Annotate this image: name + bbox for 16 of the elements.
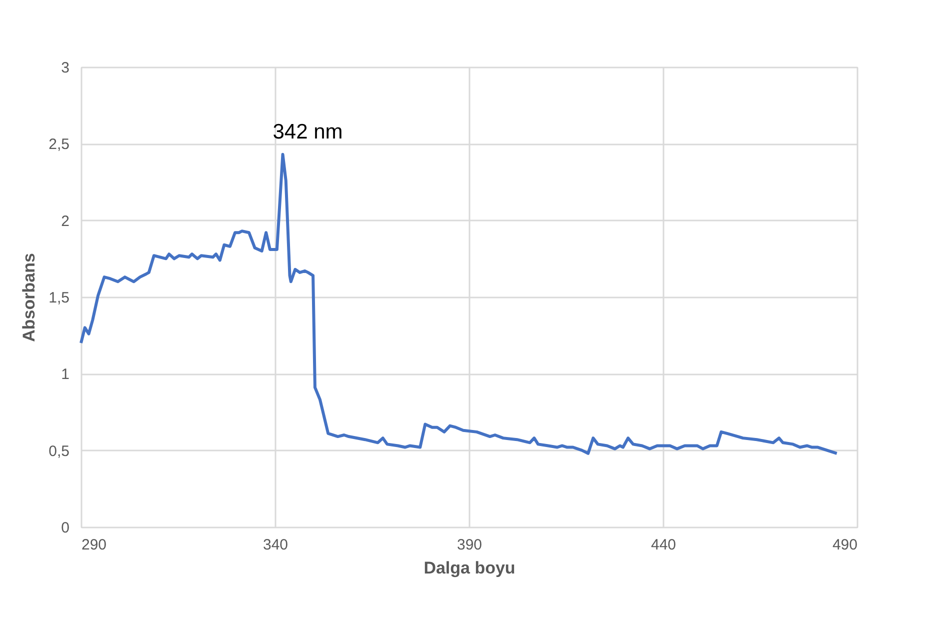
x-tick-label: 440	[650, 536, 676, 554]
y-tick-label: 1,5	[48, 290, 70, 306]
x-tick-label: 290	[82, 536, 107, 554]
y-tick-label: 1	[61, 366, 70, 384]
x-tick-label: 340	[262, 536, 288, 554]
annotation: 342 nm	[272, 120, 343, 144]
y-tick-label: 0	[61, 520, 70, 536]
x-tick-label: 490	[832, 536, 858, 554]
line-series	[80, 152, 838, 455]
x-tick-label: 390	[456, 536, 482, 554]
y-axis-title: Absorbans	[20, 253, 39, 342]
y-tick-label: 2,5	[48, 136, 70, 154]
y-tick-label: 3	[61, 60, 70, 76]
x-axis-title: Dalga boyu	[424, 558, 516, 578]
y-tick-label: 2	[61, 212, 70, 230]
y-tick-label: 0,5	[48, 442, 70, 460]
